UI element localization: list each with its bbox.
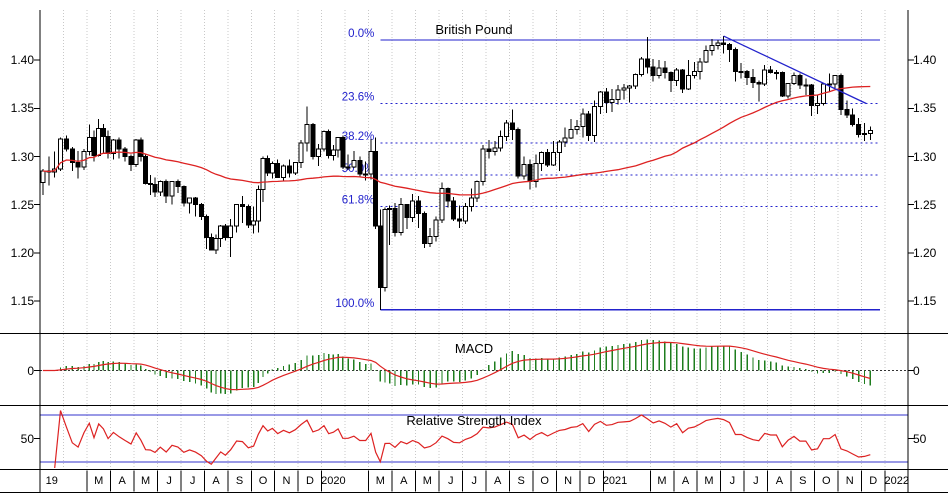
trend-line — [723, 35, 867, 105]
x-axis-label: S — [799, 475, 807, 487]
x-axis-label: A — [494, 475, 502, 487]
x-axis-label: A — [775, 475, 784, 487]
rsi-axis-label-right: 50 — [913, 431, 927, 446]
x-axis-label: 2020 — [321, 475, 346, 487]
price-panel-title: British Pound — [435, 22, 513, 37]
fibonacci-retracement: 0.0%23.6%38.2%50.0%61.8%100.0% — [335, 28, 880, 311]
price-axis-label-right: 1.40 — [913, 53, 937, 68]
price-axis-label-left: 1.20 — [10, 245, 34, 260]
x-axis-label: O — [540, 475, 549, 487]
x-axis-label: J — [471, 475, 477, 487]
price-axis-label-left: 1.30 — [10, 149, 34, 164]
x-axis-label: J — [753, 475, 759, 487]
chart-frame — [0, 10, 948, 493]
x-axis-label: A — [212, 475, 220, 487]
rsi-line — [54, 410, 871, 469]
axis-ticks — [34, 59, 914, 492]
x-axis-label: A — [400, 475, 408, 487]
x-axis-label: J — [166, 475, 172, 487]
x-axis-label: S — [517, 475, 525, 487]
x-axis-label: M — [704, 475, 714, 487]
fib-level-label: 0.0% — [348, 28, 374, 40]
rsi-panel-title: Relative Strength Index — [406, 413, 542, 428]
fib-level-label: 38.2% — [342, 131, 375, 143]
moving-average-line — [42, 85, 871, 196]
x-axis-label: N — [845, 475, 854, 487]
x-axis-label: M — [657, 475, 667, 487]
macd-histogram — [48, 339, 872, 395]
x-axis-label: M — [141, 475, 151, 487]
x-axis-label: A — [118, 475, 126, 487]
macd-axis-label-left: 0 — [27, 363, 34, 378]
x-axis-label: N — [564, 475, 573, 487]
x-axis-label: D — [869, 475, 878, 487]
x-axis-label: D — [587, 475, 596, 487]
macd-axis-label-right: 0 — [913, 363, 920, 378]
x-axis-label: 19 — [45, 475, 58, 487]
x-axis-label: M — [94, 475, 104, 487]
price-axis-label-right: 1.15 — [913, 294, 937, 309]
x-axis-label: J — [448, 475, 454, 487]
x-axis-label: 2021 — [602, 475, 628, 487]
macd-signal-line — [42, 341, 871, 391]
x-axis-label: N — [282, 475, 291, 487]
macd-panel-title: MACD — [454, 341, 494, 356]
fib-level-label: 100.0% — [335, 298, 374, 310]
x-axis-label: 2022 — [884, 475, 909, 487]
x-axis-label: O — [822, 475, 831, 487]
x-axis-label: O — [258, 475, 268, 487]
fib-level-label: 61.8% — [342, 195, 375, 207]
price-axis-label-right: 1.25 — [913, 197, 937, 212]
x-axis-label: A — [681, 475, 690, 487]
rsi-axis-label-left: 50 — [20, 431, 34, 446]
x-axis-label: D — [305, 475, 314, 487]
price-axis-label-left: 1.25 — [10, 197, 34, 212]
x-axis-label: S — [235, 475, 244, 487]
x-axis-label: J — [189, 475, 196, 487]
price-axis-label-left: 1.35 — [10, 101, 34, 116]
price-axis-label-left: 1.15 — [10, 294, 34, 309]
price-axis-label-right: 1.30 — [913, 149, 937, 164]
x-axis-label: J — [729, 475, 736, 487]
price-axis-label-right: 1.20 — [913, 245, 937, 260]
x-axis-label: M — [422, 475, 432, 487]
price-axis-label-left: 1.40 — [10, 53, 34, 68]
fib-level-label: 23.6% — [342, 92, 375, 104]
x-axis-label: M — [375, 475, 385, 487]
price-axis-label-right: 1.35 — [913, 101, 937, 116]
